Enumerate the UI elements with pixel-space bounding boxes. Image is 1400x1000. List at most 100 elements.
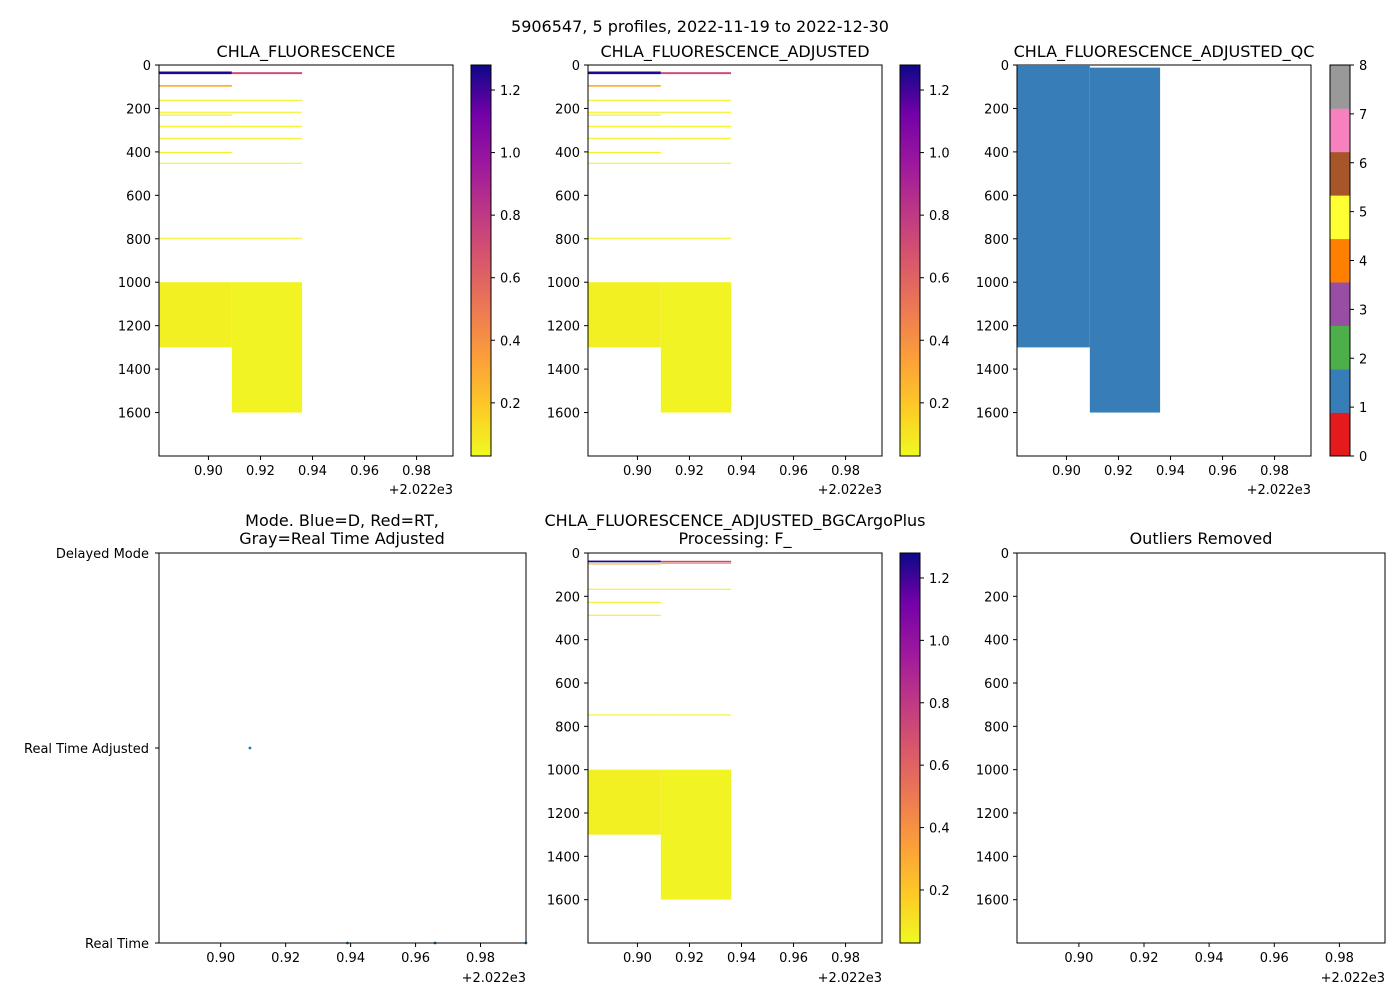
panel-chla-y-tick-label: 600 bbox=[126, 189, 151, 204]
panel-outliers-x-offset: +2.022e3 bbox=[1321, 971, 1385, 986]
panel-bgc-frame bbox=[587, 552, 883, 944]
panel-outliers-y-ticks: 0 200 400 600 800 1000 1200 1400 1600 bbox=[976, 547, 1017, 909]
panel-bgc-x-tick-label: 0.92 bbox=[675, 951, 704, 966]
panel-bgc-cell bbox=[588, 563, 661, 565]
panel-mode-frame bbox=[158, 552, 527, 944]
panel-bgc-x-ticks: 0.90 0.92 0.94 0.96 0.98 bbox=[623, 943, 860, 966]
colorbar-qc-tick-label: 6 bbox=[1359, 157, 1367, 172]
panel-chla-adjusted-cell bbox=[588, 99, 661, 101]
panel-chla-y-tick-label: 400 bbox=[126, 146, 151, 161]
panel-chla-y-tick-label: 0 bbox=[143, 59, 151, 74]
colorbar-qc-block bbox=[1330, 325, 1350, 370]
panel-chla-adjusted-cell bbox=[588, 114, 661, 116]
panel-chla-adjusted-cell bbox=[660, 137, 732, 139]
panel-bgc-cell bbox=[660, 560, 732, 563]
panel-chla-x-tick-label: 0.98 bbox=[402, 464, 431, 479]
panel-bgc-cell bbox=[588, 769, 661, 835]
colorbar-chla-adjusted-tick-label: 1.2 bbox=[929, 84, 950, 99]
panel-outliers-y-tick-label: 1200 bbox=[976, 807, 1009, 822]
panel-qc-y-tick-label: 400 bbox=[984, 146, 1009, 161]
panel-chla-adjusted-title: CHLA_FLUORESCENCE_ADJUSTED bbox=[600, 42, 869, 62]
colorbar-chla-ticks: 0.2 0.4 0.6 0.8 1.0 1.2 bbox=[491, 84, 521, 412]
panel-chla-y-tick-label: 1600 bbox=[118, 407, 151, 422]
panel-chla-x-tick-label: 0.96 bbox=[350, 464, 379, 479]
panel-chla-adjusted-cell bbox=[588, 137, 661, 139]
panel-qc-frame bbox=[1016, 64, 1312, 457]
panel-bgc: CHLA_FLUORESCENCE_ADJUSTED_BGCArgoPlus P… bbox=[544, 511, 925, 986]
panel-chla-y-tick-label: 1200 bbox=[118, 320, 151, 335]
panel-mode-y-tick-label: Real Time bbox=[85, 937, 149, 952]
colorbar-bgc-tick-label: 1.0 bbox=[929, 634, 950, 649]
colorbar-qc-block bbox=[1330, 412, 1350, 457]
panel-chla-adjusted-x-tick-label: 0.94 bbox=[727, 464, 756, 479]
panel-bgc-y-tick-label: 200 bbox=[555, 590, 580, 605]
panel-chla-x-tick-label: 0.92 bbox=[246, 464, 275, 479]
panel-chla-adjusted-y-tick-label: 0 bbox=[572, 59, 580, 74]
panel-chla-y-tick-label: 800 bbox=[126, 233, 151, 248]
panel-chla-adjusted-y-tick-label: 1600 bbox=[547, 407, 580, 422]
panel-bgc-cell bbox=[588, 588, 661, 590]
colorbar-qc-block bbox=[1330, 282, 1350, 326]
colorbar-chla-adjusted-tick-label: 0.8 bbox=[929, 209, 950, 224]
colorbar-qc-tick-label: 0 bbox=[1359, 450, 1367, 465]
panel-chla-adjusted-cell bbox=[588, 162, 661, 164]
panel-bgc-y-tick-label: 1200 bbox=[547, 807, 580, 822]
panel-mode-title-line1: Mode. Blue=D, Red=RT, bbox=[245, 511, 439, 530]
colorbar-qc-tick-label: 2 bbox=[1359, 352, 1367, 367]
panel-chla-cell bbox=[231, 282, 303, 413]
panel-chla-cell bbox=[231, 125, 303, 127]
panel-bgc-y-tick-label: 1400 bbox=[547, 850, 580, 865]
panel-chla-adjusted-cell bbox=[588, 125, 661, 127]
panel-chla-adjusted-cell bbox=[660, 237, 732, 239]
panel-chla-adjusted-y-tick-label: 400 bbox=[555, 146, 580, 161]
panel-bgc-heatmap bbox=[588, 560, 732, 900]
panel-qc-title: CHLA_FLUORESCENCE_ADJUSTED_QC bbox=[1014, 42, 1315, 62]
panel-outliers-x-tick-label: 0.90 bbox=[1064, 951, 1093, 966]
panel-qc-cell bbox=[1017, 65, 1090, 348]
panel-chla-adjusted-y-tick-label: 1400 bbox=[547, 363, 580, 378]
panel-chla-cell bbox=[159, 137, 232, 139]
colorbar-chla-tick-label: 1.2 bbox=[500, 84, 521, 99]
colorbar-chla-adjusted: 0.2 0.4 0.6 0.8 1.0 1.2 bbox=[899, 64, 950, 457]
panel-qc-y-tick-label: 200 bbox=[984, 102, 1009, 117]
panel-chla-adjusted-cell bbox=[588, 237, 661, 239]
panel-chla-cell bbox=[159, 84, 232, 87]
panel-chla-cell bbox=[159, 151, 232, 153]
colorbar-chla-tick-label: 0.4 bbox=[500, 334, 521, 349]
panel-chla-adjusted-cell bbox=[660, 282, 732, 413]
panel-bgc-y-tick-label: 800 bbox=[555, 720, 580, 735]
colorbar-bgc: 0.2 0.4 0.6 0.8 1.0 1.2 bbox=[899, 552, 950, 944]
panel-chla-cell bbox=[231, 137, 303, 139]
colorbar-bgc-tick-label: 0.2 bbox=[929, 884, 950, 899]
panel-qc-y-ticks: 0 200 400 600 800 1000 1200 1400 1600 bbox=[976, 59, 1017, 422]
panel-chla-adjusted-cell bbox=[660, 99, 732, 101]
panel-chla-title: CHLA_FLUORESCENCE bbox=[217, 42, 396, 62]
panel-mode-x-tick-label: 0.98 bbox=[466, 951, 495, 966]
colorbar-chla-tick-label: 0.8 bbox=[500, 209, 521, 224]
colorbar-qc-block bbox=[1330, 151, 1350, 196]
panel-chla-adjusted-cell bbox=[588, 111, 661, 113]
colorbar-bgc-ticks: 0.2 0.4 0.6 0.8 1.0 1.2 bbox=[920, 572, 950, 899]
panel-bgc-x-tick-label: 0.98 bbox=[831, 951, 860, 966]
colorbar-chla-adjusted-ticks: 0.2 0.4 0.6 0.8 1.0 1.2 bbox=[920, 84, 950, 412]
panel-mode-x-tick-label: 0.94 bbox=[336, 951, 365, 966]
panel-outliers-y-tick-label: 1400 bbox=[976, 850, 1009, 865]
panel-chla-cell bbox=[231, 237, 303, 239]
panel-chla-adjusted-heatmap bbox=[588, 71, 732, 413]
panel-chla-x-tick-label: 0.94 bbox=[298, 464, 327, 479]
colorbar-chla: 0.2 0.4 0.6 0.8 1.0 1.2 bbox=[470, 64, 521, 457]
panel-bgc-x-tick-label: 0.94 bbox=[727, 951, 756, 966]
panel-bgc-cell bbox=[588, 614, 661, 616]
panel-qc-y-tick-label: 1000 bbox=[976, 276, 1009, 291]
panel-outliers-y-tick-label: 800 bbox=[984, 720, 1009, 735]
panel-chla-adjusted-cell bbox=[588, 151, 661, 153]
panel-chla-adjusted-y-tick-label: 200 bbox=[555, 102, 580, 117]
panel-mode-point bbox=[248, 746, 252, 750]
panel-qc-heatmap bbox=[1017, 65, 1161, 413]
colorbar-chla-adjusted-bar bbox=[899, 64, 921, 457]
panel-mode-x-tick-label: 0.96 bbox=[401, 951, 430, 966]
panel-chla-cell bbox=[159, 71, 232, 75]
panel-chla-adjusted-cell bbox=[660, 162, 732, 164]
panel-chla-heatmap bbox=[159, 71, 303, 413]
panel-chla-adjusted-frame bbox=[587, 64, 883, 457]
